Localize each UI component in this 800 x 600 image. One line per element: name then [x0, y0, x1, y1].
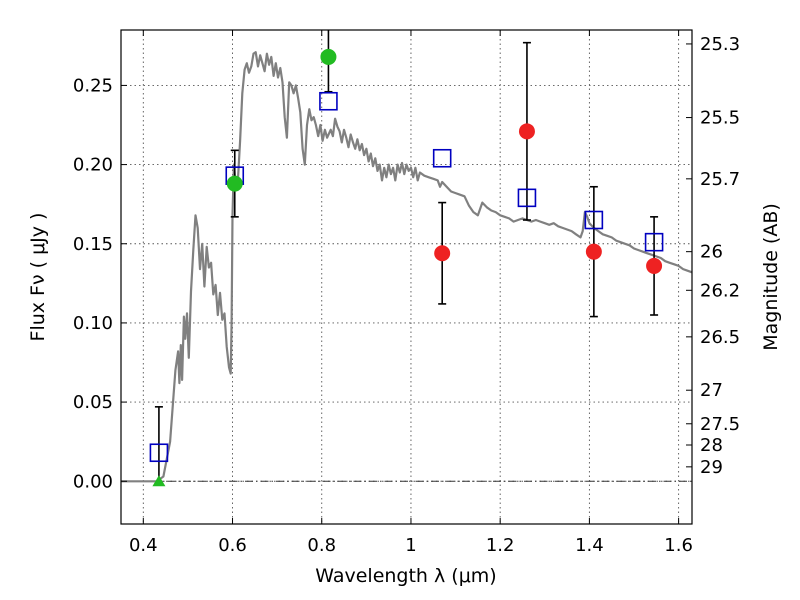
magnitude-tick-label: 27.5 — [700, 414, 740, 435]
magnitude-tick-label: 26 — [700, 242, 723, 263]
magnitude-tick-label: 29 — [700, 457, 723, 478]
x-tick-label: 1.4 — [575, 535, 604, 556]
plot-background — [121, 30, 692, 524]
x-tick-label: 1.6 — [664, 535, 693, 556]
model-photometry-square — [644, 232, 664, 252]
x-tick-labels: 0.4 0.6 0.8 1 1.2 1.4 1.6 — [129, 535, 693, 556]
x-tick-label: 0.8 — [307, 535, 336, 556]
y-tick-label: 0.20 — [73, 155, 113, 176]
plot-frame — [120, 29, 693, 525]
observed-flux-point — [585, 243, 602, 260]
magnitude-axis-title: Magnitude (AB) — [760, 203, 782, 351]
x-tick-label: 1 — [405, 535, 416, 556]
model-photometry-square — [584, 210, 604, 230]
model-photometry-square — [517, 188, 537, 208]
x-tick-label: 0.6 — [218, 535, 247, 556]
data-markers — [149, 48, 664, 487]
sed-line — [121, 51, 692, 483]
model-photometry-square — [319, 91, 338, 111]
magnitude-tick-label: 28 — [700, 435, 723, 456]
magnitude-tick-label: 26.5 — [700, 327, 740, 348]
magnitude-tick-label: 25.5 — [700, 108, 740, 129]
y-tick-label: 0.15 — [73, 234, 113, 255]
upper-limit-triangle — [152, 475, 166, 487]
observed-flux-point — [646, 257, 663, 274]
observed-flux-point — [434, 245, 451, 262]
x-axis-title: Wavelength λ (μm) — [315, 565, 496, 587]
observed-flux-point — [226, 175, 243, 192]
axis-ticks — [121, 30, 692, 524]
magnitude-tick-label: 25.7 — [700, 169, 740, 190]
y-tick-label: 0.05 — [73, 392, 113, 413]
observed-flux-point — [320, 48, 337, 65]
model-photometry-square — [432, 148, 452, 168]
y-tick-labels: 0.00 0.05 0.10 0.15 0.20 0.25 — [73, 75, 113, 492]
y-tick-label: 0.00 — [73, 471, 113, 492]
y-tick-label: 0.25 — [73, 75, 113, 96]
y-tick-label: 0.10 — [73, 313, 113, 334]
model-photometry-square — [149, 443, 169, 463]
sed-curve — [121, 51, 692, 483]
magnitude-tick-label: 26.2 — [700, 280, 740, 301]
x-tick-label: 0.4 — [129, 535, 158, 556]
magnitude-tick-label: 25.3 — [700, 34, 740, 55]
magnitude-tick-label: 27 — [700, 380, 723, 401]
x-tick-label: 1.2 — [486, 535, 515, 556]
observed-flux-point — [518, 123, 535, 140]
y-axis-title: Flux Fν ( μJy ) — [27, 213, 49, 342]
